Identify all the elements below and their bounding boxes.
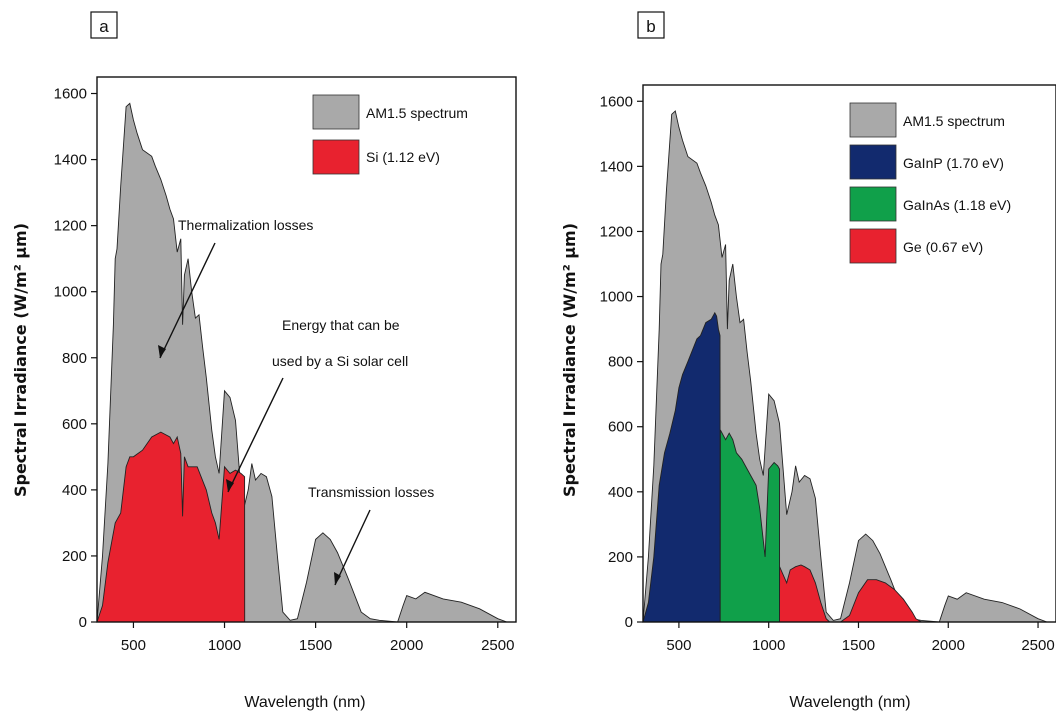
y-tick-label: 0 — [79, 614, 87, 631]
series-area-si — [96, 431, 246, 623]
y-tick-label: 1200 — [600, 223, 633, 240]
panel-b-x-ticks: 500 1000 1500 2000 2500 — [666, 622, 1055, 654]
panel-a-label-box — [90, 11, 118, 39]
legend-entry: GaInP (1.70 eV) — [903, 155, 1004, 171]
panel-b: b 500 1000 1500 2000 2500 0 200 400 600 800 1000 1… — [560, 11, 1056, 711]
panel-a: a 500 1000 1500 2000 2500 0 200 400 600 800 1000 1… — [11, 11, 517, 711]
y-tick-label: 200 — [608, 549, 633, 566]
series-area-gainas — [719, 429, 781, 623]
panel-b-y-axis-label: Spectral Irradiance (W/m² µm) — [560, 223, 579, 497]
y-tick-label: 1600 — [600, 93, 633, 110]
panel-a-y-axis-label: Spectral Irradiance (W/m² µm) — [11, 223, 30, 497]
annotation-arrow — [227, 377, 284, 493]
y-tick-label: 600 — [62, 416, 87, 433]
x-tick-label: 2000 — [390, 637, 423, 654]
annotation-thermalization: Thermalization losses — [178, 217, 313, 233]
legend-entry: GaInAs (1.18 eV) — [903, 197, 1011, 213]
x-tick-label: 500 — [666, 637, 691, 654]
panel-a-frame — [96, 76, 517, 623]
annotation-arrow — [159, 242, 216, 359]
panel-b-x-axis-label: Wavelength (nm) — [789, 694, 910, 711]
panel-a-annotations: Thermalization losses Energy that can be… — [158, 217, 434, 586]
series-area-gainp — [642, 311, 721, 623]
arrowhead — [334, 572, 341, 585]
y-tick-label: 0 — [625, 614, 633, 631]
x-tick-label: 2500 — [481, 637, 514, 654]
legend-swatch-si — [312, 139, 360, 175]
annotation-transmission: Transmission losses — [308, 484, 434, 500]
x-tick-label: 2000 — [932, 637, 965, 654]
x-tick-label: 1000 — [208, 637, 241, 654]
legend-entry: Ge (0.67 eV) — [903, 239, 983, 255]
panel-a-y-ticks: 0 200 400 600 800 1000 1200 1400 1600 — [54, 86, 97, 631]
x-tick-label: 500 — [121, 637, 146, 654]
legend-entry: Si (1.12 eV) — [366, 149, 440, 165]
y-tick-label: 800 — [62, 350, 87, 367]
legend-swatch-gainp — [849, 144, 897, 180]
y-tick-label: 400 — [62, 482, 87, 499]
legend-swatch-gainas — [849, 186, 897, 222]
panel-b-frame — [642, 84, 1056, 623]
legend-entry: AM1.5 spectrum — [366, 105, 468, 121]
panel-a-x-ticks: 500 1000 1500 2000 2500 — [121, 622, 514, 654]
y-tick-label: 200 — [62, 548, 87, 565]
panel-b-label: b — [646, 17, 655, 36]
panel-b-legend: AM1.5 spectrum GaInP (1.70 eV) GaInAs (1… — [849, 102, 1011, 264]
legend-entry: AM1.5 spectrum — [903, 113, 1005, 129]
annotation-energy-line-1: Energy that can be — [282, 317, 400, 333]
panel-a-x-axis-label: Wavelength (nm) — [244, 694, 365, 711]
arrowhead — [226, 479, 234, 492]
legend-swatch-ge — [849, 228, 897, 264]
annotation-energy-line-2: used by a Si solar cell — [272, 353, 408, 369]
panel-a-plot-area — [96, 102, 508, 623]
panel-a-legend: AM1.5 spectrum Si (1.12 eV) — [312, 94, 468, 175]
x-tick-label: 2500 — [1021, 637, 1054, 654]
legend-swatch-am15 — [312, 94, 360, 130]
y-tick-label: 1000 — [54, 284, 87, 301]
x-tick-label: 1500 — [842, 637, 875, 654]
y-tick-label: 600 — [608, 419, 633, 436]
arrowhead — [158, 345, 166, 358]
y-tick-label: 1400 — [600, 158, 633, 175]
x-tick-label: 1500 — [299, 637, 332, 654]
panel-b-plot-area — [642, 110, 1048, 623]
panel-b-y-ticks: 0 200 400 600 800 1000 1200 1400 1600 — [600, 93, 643, 631]
x-tick-label: 1000 — [752, 637, 785, 654]
y-tick-label: 800 — [608, 354, 633, 371]
y-tick-label: 1400 — [54, 152, 87, 169]
panel-a-label: a — [99, 17, 109, 36]
annotation-arrow — [334, 509, 371, 586]
y-tick-label: 400 — [608, 484, 633, 501]
y-tick-label: 1600 — [54, 86, 87, 103]
y-tick-label: 1200 — [54, 218, 87, 235]
y-tick-label: 1000 — [600, 289, 633, 306]
legend-swatch-am15 — [849, 102, 897, 138]
panel-b-label-box — [637, 11, 665, 39]
